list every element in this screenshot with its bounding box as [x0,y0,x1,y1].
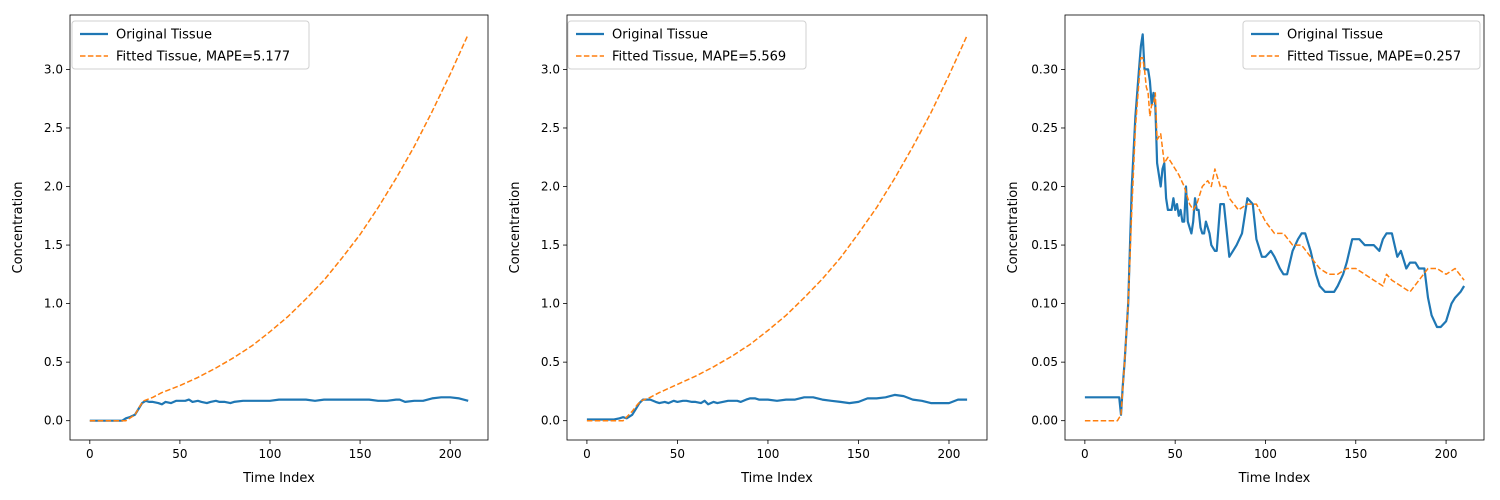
x-tick-label: 0 [1081,447,1089,461]
legend-label-2: Fitted Tissue, MAPE=0.257 [1287,50,1461,65]
axes-frame [1064,14,1485,441]
chart-panel-1: 0 50 100 150 200 0.0 0.5 1.0 1.5 2.0 2.5 3.0 Time In… [11,14,489,486]
plot-area [1084,33,1466,422]
y-tick-label: 1.5 [44,238,63,252]
y-tick-label: 0.10 [1031,297,1058,311]
y-axis-label: Concentration [1006,182,1021,274]
y-tick-label: 0.20 [1031,180,1058,194]
y-tick-label: 2.5 [541,121,560,135]
legend-label-1: Original Tissue [612,28,708,43]
series-line-2 [89,33,469,422]
y-tick-label: 1.0 [44,297,63,311]
y-tick-label: 2.0 [44,180,63,194]
y-tick-label: 1.0 [541,297,560,311]
legend-label-1: Original Tissue [116,28,212,43]
y-tick-label: 0.25 [1031,121,1058,135]
x-tick-label: 50 [670,447,685,461]
legend-box [567,20,807,70]
plot-area [89,33,469,422]
legend-label-2: Fitted Tissue, MAPE=5.177 [116,50,290,65]
series-line-2 [1084,56,1465,422]
x-axis-label: Time Index [1238,471,1311,486]
legend-box [1242,20,1481,70]
legend-box [71,20,310,70]
legend: Original Tissue Fitted Tissue, MAPE=5.569 [567,20,807,70]
y-tick-label: 0.5 [44,355,63,369]
axes-frame [69,14,489,441]
plot-area [586,35,968,422]
y-tick-label: 3.0 [44,62,63,76]
y-axis-label: Concentration [11,182,26,274]
y-tick-label: 0.05 [1031,355,1058,369]
x-tick-label: 150 [349,447,372,461]
x-tick-label: 50 [172,447,187,461]
y-tick-label: 1.5 [541,238,560,252]
legend: Original Tissue Fitted Tissue, MAPE=5.177 [71,20,310,70]
x-tick-label: 0 [583,447,591,461]
y-tick-label: 0.00 [1031,414,1058,428]
y-tick-label: 2.5 [44,121,63,135]
x-tick-label: 100 [259,447,282,461]
y-tick-label: 3.0 [541,62,560,76]
x-tick-label: 100 [1254,447,1277,461]
x-tick-label: 150 [847,447,870,461]
legend-label-1: Original Tissue [1287,28,1383,43]
x-tick-label: 100 [756,447,779,461]
axes-frame [566,14,988,441]
x-axis-label: Time Index [740,471,813,486]
x-tick-label: 0 [86,447,94,461]
x-tick-label: 200 [439,447,462,461]
chart-panel-2: 0 50 100 150 200 0.0 0.5 1.0 1.5 2.0 2.5 3.0 Time In… [508,14,988,486]
series-line-1 [89,396,469,422]
y-tick-label: 0.5 [541,355,560,369]
legend: Original Tissue Fitted Tissue, MAPE=0.257 [1242,20,1481,70]
x-tick-label: 200 [938,447,961,461]
x-tick-label: 50 [1168,447,1183,461]
series-line-2 [586,35,968,422]
y-tick-label: 0.0 [44,414,63,428]
y-tick-label: 0.15 [1031,238,1058,252]
series-line-1 [1084,33,1466,416]
x-tick-label: 200 [1435,447,1458,461]
legend-label-2: Fitted Tissue, MAPE=5.569 [612,50,786,65]
x-tick-label: 150 [1344,447,1367,461]
y-tick-label: 0.30 [1031,62,1058,76]
y-axis-label: Concentration [508,182,523,274]
x-axis-label: Time Index [242,471,315,486]
series-line-1 [586,393,968,421]
chart-panel-3: 0 50 100 150 200 0.00 0.05 0.10 0.15 0.20 0.25 0.30… [1006,14,1485,486]
y-tick-label: 0.0 [541,414,560,428]
y-tick-label: 2.0 [541,180,560,194]
